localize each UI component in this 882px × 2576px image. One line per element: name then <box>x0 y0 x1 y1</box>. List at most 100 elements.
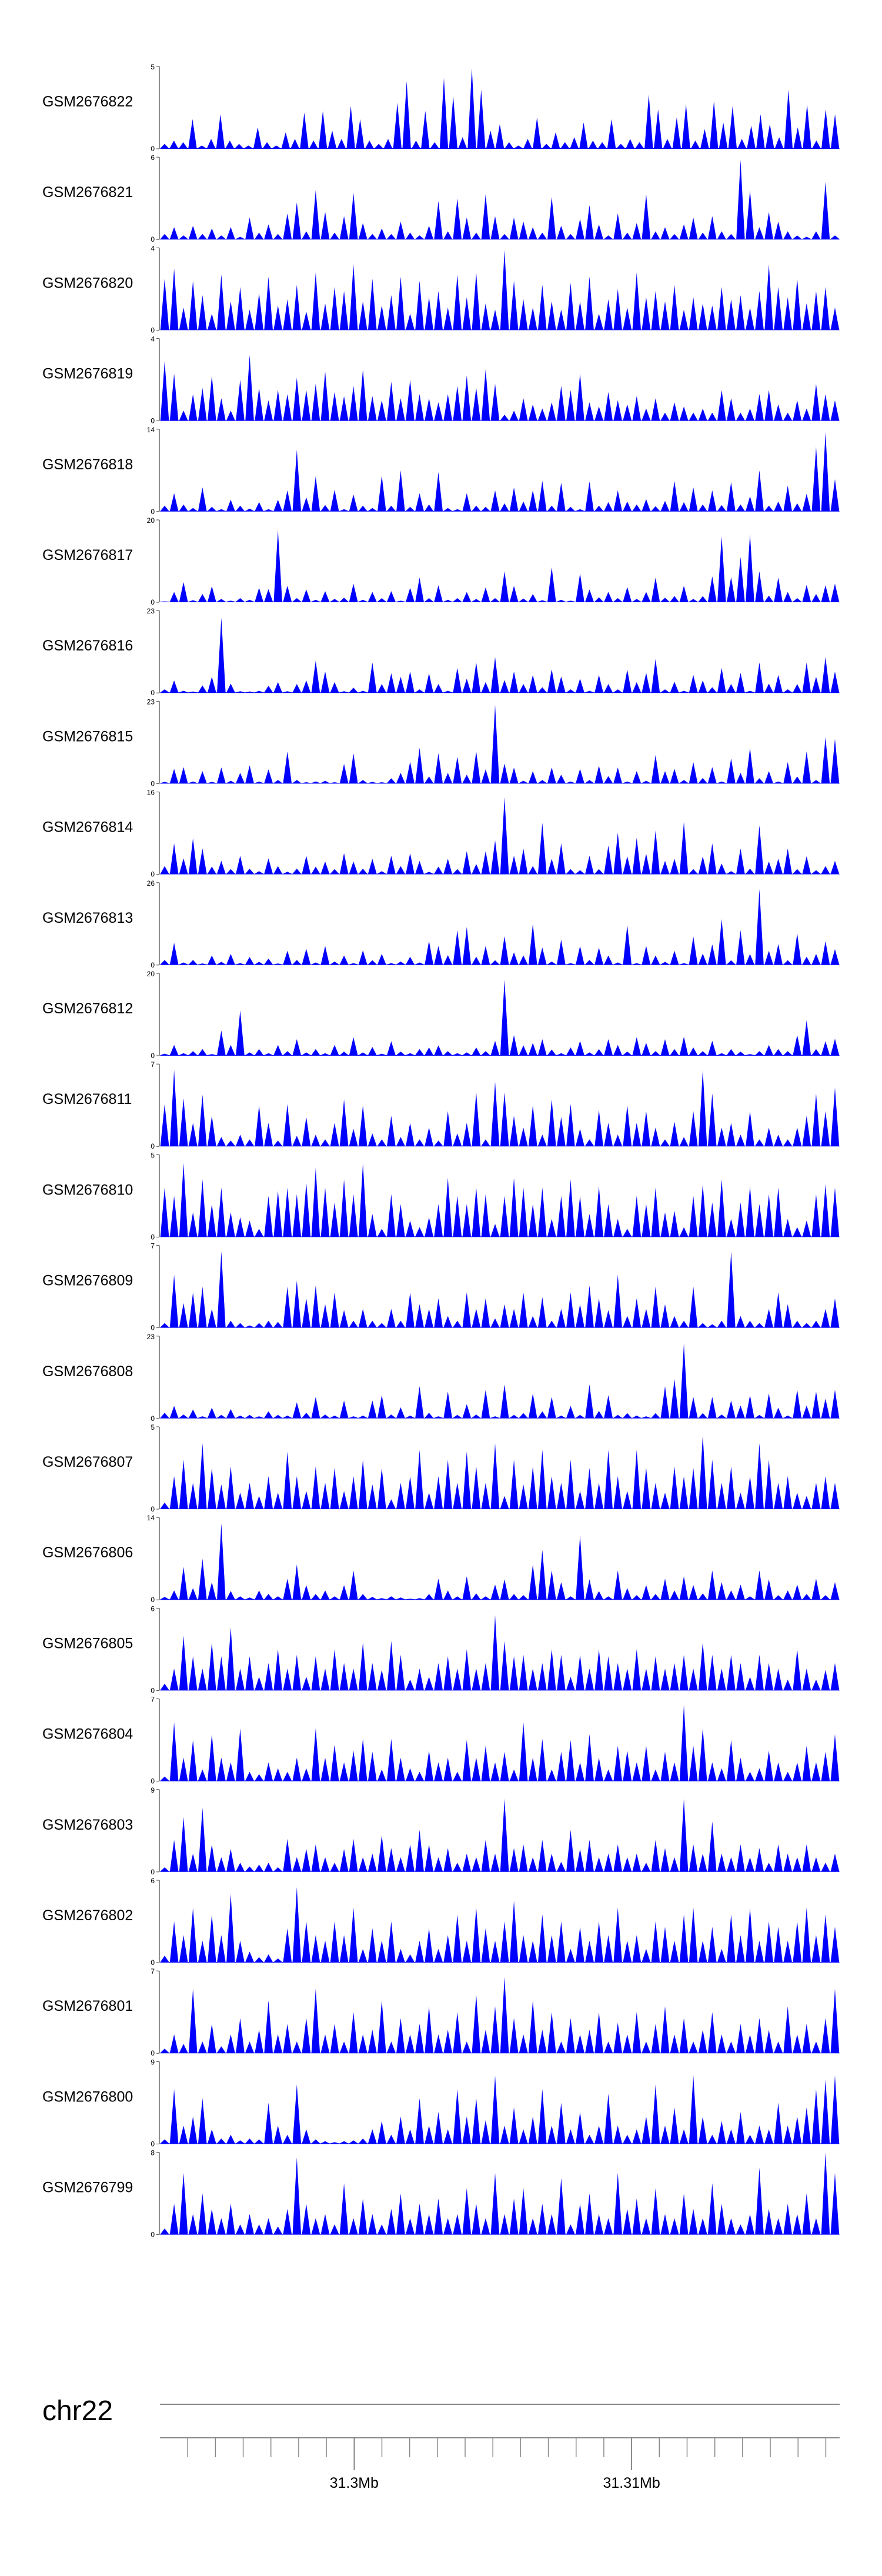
coverage-tracks: GSM267682250GSM267682160GSM267682040GSM2… <box>42 63 840 2239</box>
track: GSM2676802 6 0 <box>42 1877 840 1967</box>
track-coverage-area <box>160 1070 840 1147</box>
track: GSM2676812 20 0 <box>42 970 840 1060</box>
track-ymax-label: 5 <box>151 1151 155 1159</box>
track: GSM2676800 9 0 <box>42 2058 840 2148</box>
track-ymax-label: 16 <box>147 789 155 797</box>
track-ymax-label: 7 <box>151 1242 155 1250</box>
track-label: GSM2676799 <box>42 2180 133 2196</box>
track-label: GSM2676820 <box>42 275 133 291</box>
track: GSM2676819 4 0 <box>42 335 840 425</box>
track-label: GSM2676805 <box>42 1635 133 1651</box>
track-coverage-area <box>160 705 840 784</box>
axis-tick-label: 31.3Mb <box>330 2475 379 2491</box>
track-ymin-label: 0 <box>151 2231 155 2239</box>
track-ymax-label: 4 <box>151 335 155 343</box>
track-label: GSM2676816 <box>42 638 133 654</box>
track-label: GSM2676808 <box>42 1363 133 1380</box>
track-label: GSM2676813 <box>42 910 133 926</box>
track-coverage-area <box>160 68 840 149</box>
track-ymin-label: 0 <box>151 235 155 243</box>
track-ymin-label: 0 <box>151 1414 155 1423</box>
track-ymin-label: 0 <box>151 417 155 425</box>
track-ymax-label: 14 <box>147 426 155 434</box>
track-ymax-label: 14 <box>147 1514 155 1522</box>
track-ymin-label: 0 <box>151 1142 155 1150</box>
track-coverage-area <box>160 1343 840 1419</box>
track-ymax-label: 23 <box>147 698 155 706</box>
track-label: GSM2676814 <box>42 819 133 836</box>
track-label: GSM2676801 <box>42 1998 133 2014</box>
track-label: GSM2676810 <box>42 1182 133 1198</box>
track-coverage-area <box>160 2075 840 2144</box>
track-coverage-area <box>160 1435 840 1509</box>
track-label: GSM2676818 <box>42 456 133 473</box>
track-ymax-label: 7 <box>151 1967 155 1976</box>
track-coverage-area <box>160 159 840 240</box>
track-ymax-label: 7 <box>151 1696 155 1704</box>
track-label: GSM2676811 <box>42 1091 132 1107</box>
track-coverage-area <box>160 432 840 512</box>
track: GSM2676803 9 0 <box>42 1786 840 1876</box>
track-label: GSM2676800 <box>42 2088 133 2105</box>
track-ymin-label: 0 <box>151 779 155 788</box>
track: GSM2676821 6 0 <box>42 154 840 243</box>
track-ymax-label: 7 <box>151 1060 155 1069</box>
track: GSM2676817 20 0 <box>42 516 840 606</box>
track-label: GSM2676815 <box>42 728 133 745</box>
track: GSM2676811 7 0 <box>42 1060 840 1150</box>
track-label: GSM2676807 <box>42 1454 133 1470</box>
track-coverage-area <box>160 889 840 965</box>
track-ymin-label: 0 <box>151 1868 155 1876</box>
track-coverage-area <box>160 979 840 1056</box>
track-coverage-area <box>160 355 840 421</box>
track-ymin-label: 0 <box>151 1505 155 1513</box>
track-ymin-label: 0 <box>151 961 155 969</box>
track: GSM2676815 23 0 <box>42 698 840 788</box>
track-coverage-area <box>160 1615 840 1691</box>
track-coverage-area <box>160 2152 840 2235</box>
track-label: GSM2676822 <box>42 94 133 110</box>
track-ymin-label: 0 <box>151 1233 155 1241</box>
track: GSM2676810 5 0 <box>42 1151 840 1241</box>
track: GSM2676806 14 0 <box>42 1514 840 1604</box>
track-ymax-label: 20 <box>147 516 155 525</box>
track-ymin-label: 0 <box>151 1686 155 1694</box>
track: GSM2676818 14 0 <box>42 426 840 516</box>
track-coverage-area <box>160 1163 840 1237</box>
track-label: GSM2676809 <box>42 1273 133 1289</box>
track-label: GSM2676803 <box>42 1817 133 1833</box>
track: GSM2676804 7 0 <box>42 1696 840 1786</box>
track: GSM2676801 7 0 <box>42 1967 840 2057</box>
track-ymax-label: 5 <box>151 1423 155 1432</box>
track-label: GSM2676812 <box>42 1000 133 1017</box>
track-ymax-label: 9 <box>151 2058 155 2066</box>
track-ymin-label: 0 <box>151 1777 155 1786</box>
track-ymin-label: 0 <box>151 689 155 697</box>
track-ymax-label: 23 <box>147 1333 155 1341</box>
track: GSM2676820 4 0 <box>42 244 840 334</box>
track-ymin-label: 0 <box>151 1958 155 1967</box>
track-ymin-label: 0 <box>151 145 155 153</box>
track-ymin-label: 0 <box>151 1052 155 1060</box>
track-ymin-label: 0 <box>151 1596 155 1604</box>
track-label: GSM2676804 <box>42 1726 133 1743</box>
track: GSM2676808 23 0 <box>42 1333 840 1423</box>
track-label: GSM2676802 <box>42 1907 133 1924</box>
track: GSM2676816 23 0 <box>42 607 840 697</box>
track-label: GSM2676819 <box>42 366 133 382</box>
track-ymin-label: 0 <box>151 2140 155 2148</box>
track-coverage-area <box>160 797 840 875</box>
track-ymax-label: 8 <box>151 2149 155 2157</box>
track-coverage-area <box>160 1798 840 1872</box>
track: GSM2676809 7 0 <box>42 1242 840 1332</box>
track-ymin-label: 0 <box>151 1324 155 1332</box>
track-ymax-label: 6 <box>151 1604 155 1613</box>
track-coverage-area <box>160 530 840 602</box>
track-coverage-area <box>160 618 840 693</box>
track-coverage-area <box>160 249 840 331</box>
track-coverage-area <box>160 1251 840 1328</box>
axis-tick-label: 31.31Mb <box>603 2475 660 2491</box>
track-ymax-label: 20 <box>147 970 155 978</box>
chromosome-label: chr22 <box>42 2395 113 2427</box>
